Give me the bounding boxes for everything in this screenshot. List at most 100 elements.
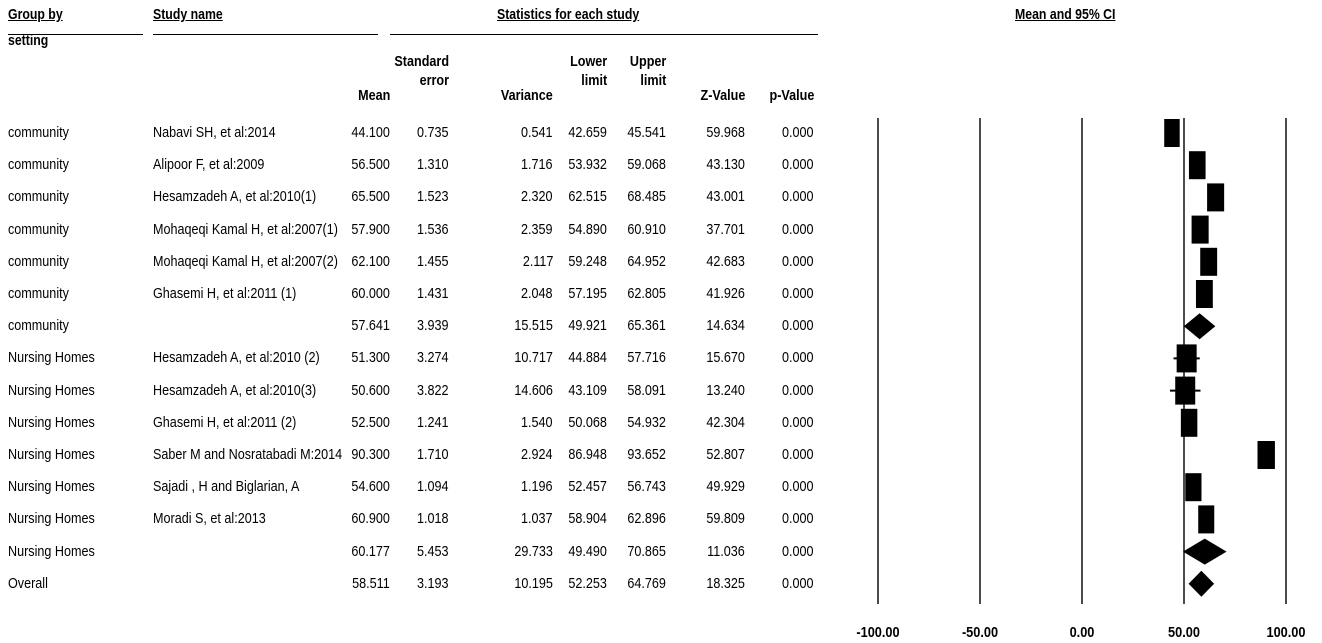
group-cell: community <box>8 317 69 335</box>
mean-cell: 60.177 <box>351 542 390 560</box>
lower-cell: 43.109 <box>568 381 607 399</box>
study-cell: Mohaqeqi Kamal H, et al:2007(1) <box>153 220 338 238</box>
group-by-underline <box>8 34 143 35</box>
p-cell: 0.000 <box>782 349 814 367</box>
upper-cell: 59.068 <box>627 156 666 174</box>
p-cell: 0.000 <box>782 124 814 141</box>
lower-cell: 59.248 <box>568 252 607 270</box>
lower-cell: 62.515 <box>568 188 607 206</box>
x-tick-label: -100.00 <box>856 623 899 640</box>
variance-cell: 2.048 <box>521 285 553 302</box>
z-cell: 41.926 <box>706 285 745 302</box>
z-cell: 13.240 <box>706 381 745 399</box>
se-cell: 3.274 <box>417 349 449 367</box>
lower-cell: 58.904 <box>568 510 607 528</box>
se-cell: 1.710 <box>417 446 449 463</box>
study-cell: Hesamzadeh A, et al:2010(3) <box>153 381 317 399</box>
variance-cell: 2.320 <box>521 188 553 206</box>
lower-cell: 49.921 <box>568 317 607 335</box>
variance-cell: 1.037 <box>521 510 553 528</box>
p-cell: 0.000 <box>782 220 814 238</box>
group-cell: community <box>8 220 69 238</box>
z-cell: 37.701 <box>706 220 745 238</box>
p-cell: 0.000 <box>782 156 814 174</box>
mean-cell: 65.500 <box>351 188 390 206</box>
variance-cell: 10.717 <box>514 349 553 367</box>
se-cell: 0.735 <box>417 124 449 141</box>
col-lower-limit: Lower limit <box>569 53 607 89</box>
z-cell: 59.968 <box>706 124 745 141</box>
statistics-underline <box>390 34 818 35</box>
col-z-value: Z-Value <box>700 87 745 104</box>
group-cell: Overall <box>8 574 48 592</box>
x-tick-label: 0.00 <box>1070 623 1095 640</box>
se-cell: 1.536 <box>417 220 449 238</box>
mean-cell: 60.000 <box>351 285 390 302</box>
upper-cell: 45.541 <box>627 124 666 141</box>
upper-cell: 93.652 <box>627 446 666 463</box>
upper-cell: 56.743 <box>627 478 666 496</box>
z-cell: 49.929 <box>706 478 745 496</box>
upper-cell: 70.865 <box>627 542 666 560</box>
mean-cell: 57.641 <box>351 317 390 335</box>
upper-cell: 68.485 <box>627 188 666 206</box>
lower-cell: 86.948 <box>568 446 607 463</box>
se-cell: 1.094 <box>417 478 449 496</box>
variance-cell: 2.359 <box>521 220 553 238</box>
lower-cell: 57.195 <box>568 285 607 302</box>
summary-diamond <box>1182 538 1227 565</box>
upper-cell: 62.805 <box>627 285 666 302</box>
study-marker <box>1207 183 1225 212</box>
p-cell: 0.000 <box>782 510 814 528</box>
group-cell: Nursing Homes <box>8 510 95 528</box>
x-tick-label: 50.00 <box>1168 623 1200 640</box>
p-cell: 0.000 <box>782 285 814 302</box>
se-cell: 1.310 <box>417 156 449 174</box>
group-cell: Nursing Homes <box>8 542 95 560</box>
mean-cell: 50.600 <box>351 381 390 399</box>
variance-cell: 15.515 <box>514 317 553 335</box>
mean-cell: 54.600 <box>351 478 390 496</box>
mean-cell: 52.500 <box>351 413 390 431</box>
z-cell: 14.634 <box>706 317 745 335</box>
study-cell: Ghasemi H, et al:2011 (2) <box>153 413 297 431</box>
variance-cell: 10.195 <box>514 574 553 592</box>
p-cell: 0.000 <box>782 381 814 399</box>
variance-cell: 1.716 <box>521 156 553 174</box>
group-cell: community <box>8 188 69 206</box>
z-cell: 11.036 <box>707 542 745 560</box>
group-cell: Nursing Homes <box>8 349 95 367</box>
mean-cell: 56.500 <box>351 156 390 174</box>
mean-cell: 90.300 <box>351 446 390 463</box>
se-cell: 3.193 <box>417 574 449 592</box>
study-marker <box>1198 505 1215 534</box>
upper-cell: 64.952 <box>627 252 666 270</box>
study-marker <box>1164 119 1180 147</box>
z-cell: 43.130 <box>706 156 745 174</box>
study-marker <box>1180 408 1198 437</box>
z-cell: 42.304 <box>706 413 745 431</box>
se-cell: 1.018 <box>417 510 449 528</box>
mean-cell: 44.100 <box>351 124 390 141</box>
z-cell: 15.670 <box>706 349 745 367</box>
col-p-value: p-Value <box>769 87 814 104</box>
p-cell: 0.000 <box>782 188 814 206</box>
group-cell: community <box>8 156 69 174</box>
col-variance: Variance <box>501 87 553 104</box>
study-cell: Moradi S, et al:2013 <box>153 510 266 528</box>
statistics-header: Statistics for each study <box>497 6 640 23</box>
x-tick-label: 100.00 <box>1267 623 1306 640</box>
study-cell: Sajadi , H and Biglarian, A <box>153 478 300 496</box>
group-by-header-line2: setting <box>8 32 49 49</box>
mean-cell: 62.100 <box>351 252 390 270</box>
se-cell: 1.431 <box>417 285 449 302</box>
col-mean: Mean <box>357 87 390 104</box>
study-name-underline <box>153 34 378 35</box>
upper-cell: 58.091 <box>627 381 666 399</box>
variance-cell: 29.733 <box>514 542 553 560</box>
study-marker <box>1200 247 1218 276</box>
study-marker <box>1257 441 1275 469</box>
lower-cell: 44.884 <box>568 349 607 367</box>
